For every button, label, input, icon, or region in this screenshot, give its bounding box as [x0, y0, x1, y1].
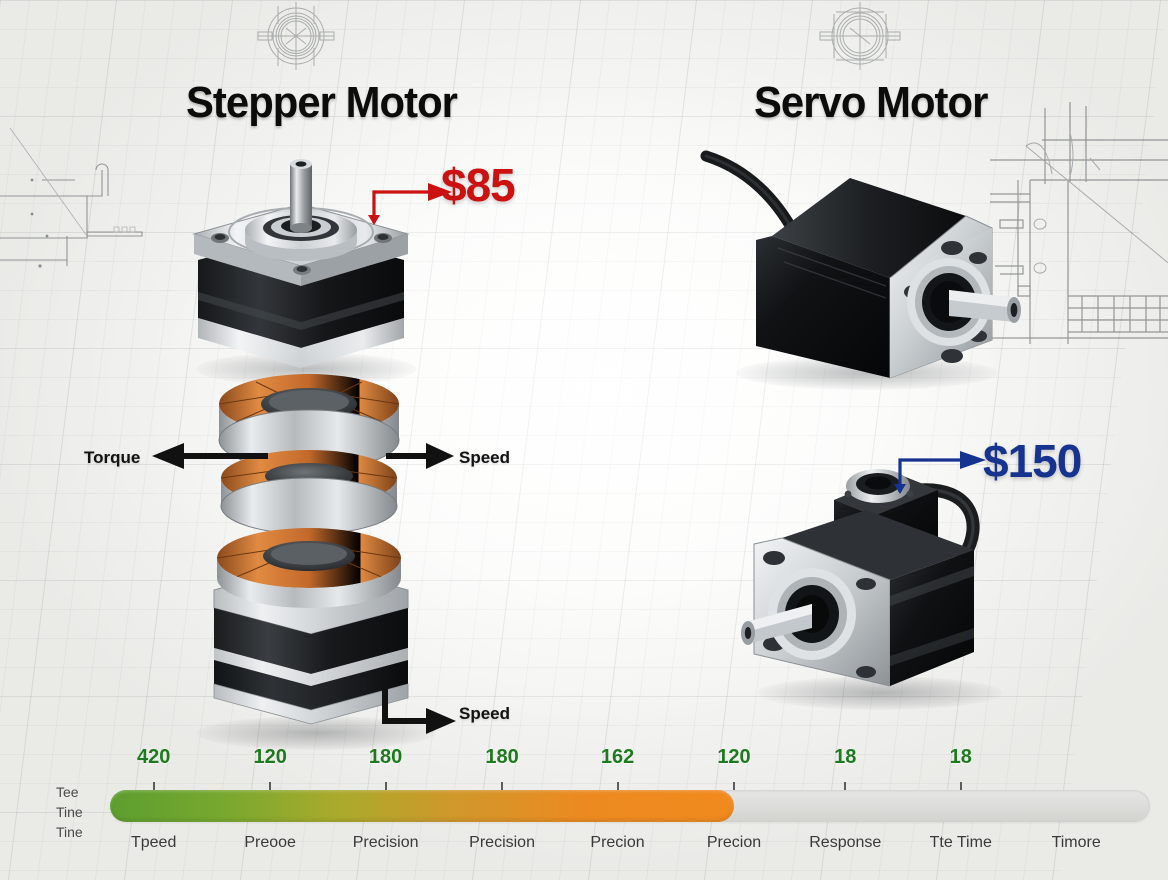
scale-category-label: Response: [809, 834, 882, 851]
scale-category-label: Precion: [706, 834, 762, 851]
scale-tick: [152, 782, 155, 795]
scale-category-label: Tte Time: [929, 834, 992, 851]
scale-value: 180: [485, 746, 519, 768]
scale-category-label: Precion: [590, 834, 645, 851]
blueprint-circle-crosshair-icon-right: [819, 2, 901, 70]
scale-tick: [384, 782, 387, 795]
stepper-motor-stator-coils-image: [216, 374, 402, 608]
progress-track[interactable]: [110, 790, 1150, 822]
scale-tick: [844, 782, 847, 795]
scale-value: 180: [368, 746, 403, 768]
scale-value: 162: [600, 746, 635, 768]
progress-fill: [110, 790, 734, 822]
scale-category-label: Preooe: [244, 834, 296, 851]
axis-label-line-2: Tine: [56, 804, 83, 820]
scale-category-label: Precision: [469, 834, 535, 851]
scale-value-row: 420 120 180 180 162 120 18 18: [0, 746, 1168, 780]
speed-label-mid: Speed: [459, 448, 511, 467]
scale-value: 18: [834, 746, 857, 768]
scale-value: 120: [253, 746, 287, 768]
servo-motor-bottom-image: [741, 469, 980, 687]
scale-value: 120: [717, 746, 751, 768]
speed-label-lower: Speed: [459, 704, 511, 723]
axis-label-line-1: Tee: [56, 784, 79, 800]
price-label-servo: $150: [983, 435, 1082, 487]
axis-label-line-3: Tine: [56, 824, 83, 840]
price-label-stepper: $85: [441, 159, 516, 211]
blueprint-sketch-left: [0, 127, 143, 268]
servo-motor-top-image: [700, 150, 1021, 379]
scale-value: 18: [949, 746, 972, 768]
page-title-servo: Servo Motor: [754, 78, 988, 127]
blueprint-circle-crosshair-icon-left: [257, 2, 335, 70]
axis-label-stack: Tee Tine Tine: [56, 782, 136, 842]
page-title-stepper: Stepper Motor: [186, 78, 458, 127]
torque-label: Torque: [84, 448, 141, 467]
scale-tick: [501, 782, 504, 795]
scale-tick: [959, 782, 962, 795]
stepper-motor-top-housing-image: [192, 159, 410, 368]
scale-category-label: Timore: [1051, 834, 1101, 851]
scale-tick: [616, 782, 619, 795]
scale-value: 420: [136, 746, 171, 768]
comparison-scale-chart: 420 120 180 180 162 120 18 18 Tee Tine Tine Tpe…: [0, 746, 1168, 880]
scale-tick: [733, 782, 735, 795]
scale-category-label: Precision: [352, 834, 419, 851]
scale-category-label: Tpeed: [130, 834, 177, 851]
scale-tick-row: [0, 782, 1168, 796]
scale-category-row: Tpeed Preooe Precision Precision Precion Prec…: [0, 834, 1168, 864]
scale-tick: [269, 782, 272, 795]
